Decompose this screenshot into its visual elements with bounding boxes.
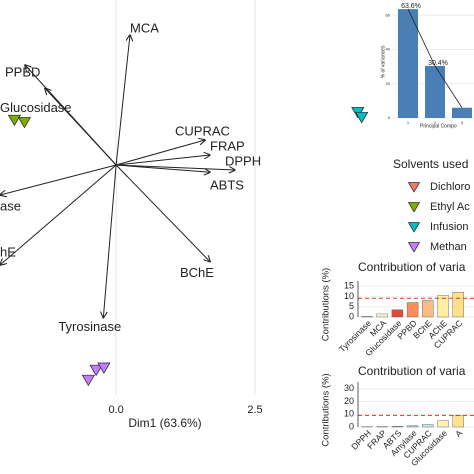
variable-label: ase — [0, 198, 21, 213]
variable-label: PPBD — [5, 64, 40, 79]
y-tick-label: 0 — [388, 115, 391, 120]
loading-arrow — [115, 140, 205, 166]
loading-arrow — [0, 164, 117, 265]
bar — [437, 295, 449, 318]
y-tick-label: 10 — [344, 291, 354, 301]
legend-swatch — [407, 202, 421, 213]
x-tick-label: A — [453, 428, 464, 439]
y-axis-label: % of variances — [380, 45, 386, 78]
x-tick-label: 0.0 — [108, 404, 123, 416]
y-tick-label: 30 — [344, 383, 354, 393]
loading-arrow — [116, 164, 235, 170]
bar — [391, 309, 404, 318]
loading-arrow — [115, 164, 210, 262]
y-axis-label: Contributions (%) — [321, 268, 332, 341]
variable-label: Glucosidase — [0, 100, 72, 115]
bar — [376, 313, 388, 318]
y-tick-label: 5 — [349, 301, 354, 311]
bar — [398, 9, 418, 118]
variable-label: BChE — [180, 265, 214, 280]
bar — [406, 425, 419, 428]
point — [7, 114, 22, 127]
legend-label: Infusion — [430, 221, 469, 233]
legend-label: Dichloro — [430, 181, 470, 193]
bar — [452, 292, 464, 318]
variable-label: MCA — [130, 20, 159, 35]
trend-line — [407, 8, 463, 108]
legend-label: Ethyl Ac — [430, 201, 470, 213]
y-tick-label: 20 — [344, 396, 354, 406]
legend-label: Methan — [430, 241, 467, 253]
y-tick-label: 10 — [344, 409, 354, 419]
point — [97, 362, 111, 374]
point — [89, 364, 103, 377]
bar — [406, 302, 419, 318]
variable-label: Tyrosinase — [58, 319, 121, 334]
bar — [437, 420, 449, 428]
x-axis-label: Principal Compo — [420, 123, 457, 129]
variable-label: ABTS — [210, 178, 244, 193]
point — [355, 112, 369, 124]
point — [17, 117, 32, 129]
variable-label: DPPH — [225, 153, 261, 168]
y-tick-label: 40 — [386, 47, 391, 52]
loading-arrow — [45, 88, 117, 166]
variable-label: FRAP — [210, 138, 245, 153]
legend-title: Solvents used — [393, 157, 468, 171]
bar — [422, 424, 434, 428]
legend-swatch — [407, 242, 421, 253]
bar — [361, 316, 373, 318]
legend-swatch — [407, 182, 421, 193]
bar — [452, 415, 464, 428]
x-tick-label: 2 — [434, 120, 437, 125]
loading-arrow — [116, 155, 210, 166]
point — [81, 374, 95, 387]
variable-label: hE — [0, 244, 16, 259]
loading-arrow — [0, 164, 117, 195]
x-tick-label: 2.5 — [247, 404, 262, 416]
loading-arrow — [103, 164, 117, 318]
bar — [391, 426, 404, 428]
value-label: 63.6% — [401, 3, 421, 10]
chart-title: Contribution of varia — [358, 364, 466, 378]
y-tick-label: 15 — [344, 280, 354, 290]
loading-arrow — [116, 164, 210, 172]
y-tick-label: 0 — [349, 421, 354, 431]
bar — [425, 65, 445, 118]
chart-title: Contribution of varia — [358, 260, 466, 274]
value-label: 30.4% — [428, 60, 448, 67]
bar — [452, 107, 472, 118]
x-axis-label: Dim1 (63.6%) — [128, 416, 201, 430]
loading-arrow — [115, 35, 130, 166]
x-tick-label: 1 — [407, 120, 410, 125]
y-axis-label: Contributions (%) — [321, 373, 332, 446]
variable-label: CUPRAC — [175, 123, 230, 138]
legend-swatch — [407, 222, 421, 233]
y-tick-label: 60 — [386, 12, 391, 17]
bar — [422, 300, 434, 318]
y-tick-label: 20 — [386, 81, 391, 86]
y-tick-label: 0 — [349, 311, 354, 321]
x-tick-label: 3 — [461, 120, 464, 125]
